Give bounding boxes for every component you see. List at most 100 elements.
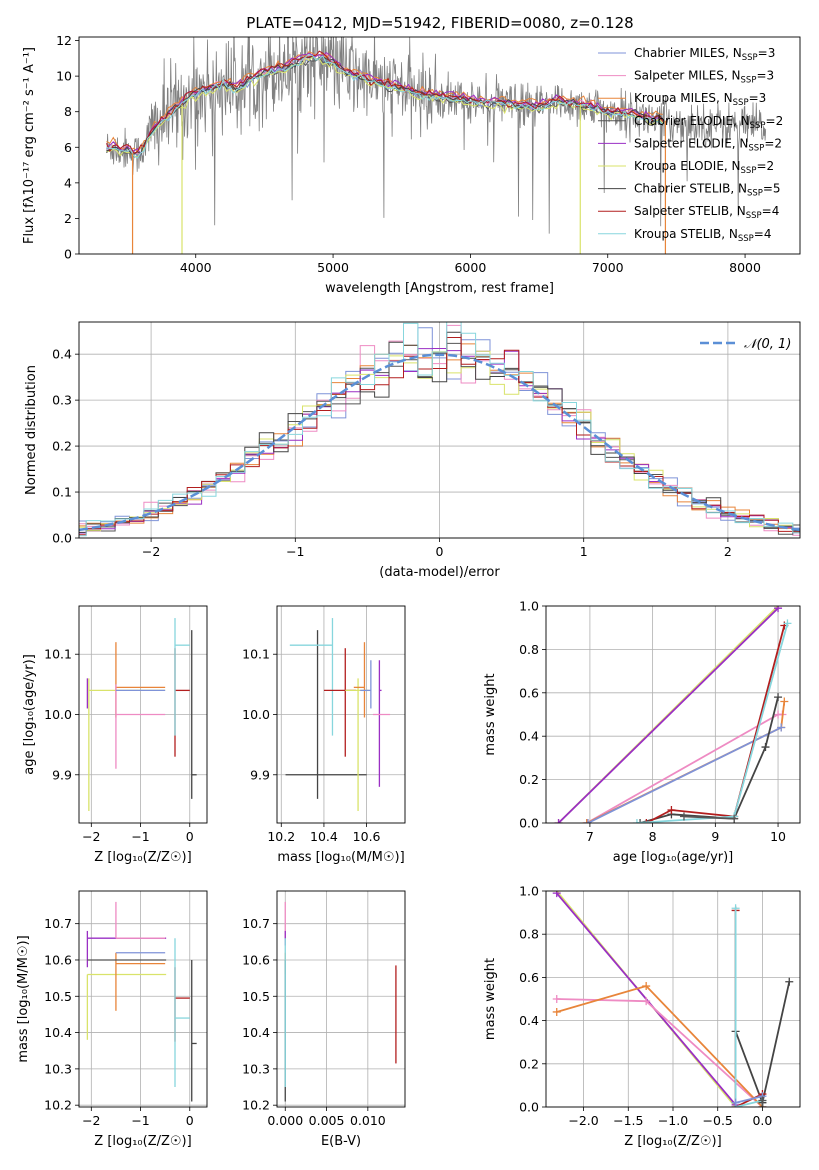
y-tick-label: 10.0 [44, 707, 72, 722]
weight-marker [679, 812, 688, 821]
y-tick-label: 10.5 [242, 989, 270, 1004]
legend-entry: 𝒩(0, 1) [744, 337, 791, 352]
weight_vs_age-series [554, 606, 792, 823]
x-tick-label: 0.005 [309, 1113, 345, 1128]
legend-suffix: =5 [763, 182, 781, 196]
weight-marker [642, 819, 651, 823]
data-point [289, 618, 334, 736]
weight_vs_age-frame [545, 605, 801, 824]
weight-marker [731, 1098, 740, 1107]
mass_vs_ebv-frame [276, 890, 406, 1108]
data-point [378, 660, 382, 787]
x-tick-label: 0 [186, 829, 194, 844]
weight-marker [783, 619, 792, 628]
y-tick-label: 0.2 [519, 1056, 539, 1071]
y-tick-label: 0 [64, 247, 72, 262]
legend-entry: Chabrier MILES, NSSP=3 [634, 46, 775, 63]
data-point [191, 630, 197, 799]
data-point [86, 973, 167, 1040]
y-tick-label: 0.2 [52, 439, 72, 454]
age_vs_z-frame [78, 605, 208, 824]
age_vs_z-ylabel: age [log₁₀(age/yr)] [22, 654, 37, 775]
x-tick-label: 7 [586, 829, 594, 844]
weight-marker [730, 814, 739, 823]
weight-line-chabrier_miles [735, 1095, 763, 1104]
y-tick-label: 1.0 [519, 884, 539, 899]
data-point [115, 952, 166, 1011]
x-tick-label: 0.0 [752, 1113, 772, 1128]
weight-marker [584, 819, 593, 823]
y-tick-label: 0.0 [52, 531, 72, 546]
x-tick-label: 9 [711, 829, 719, 844]
weight_vs_z-xlabel: Z [log₁₀(Z/Z☉)] [624, 1134, 721, 1149]
weight_vs_age-axes: 7 8 9 10 0.0 0.2 0.4 0.6 0.8 1.0 [519, 599, 800, 844]
x-tick-label: 8 [649, 829, 657, 844]
mass_vs_z-axes: −2 −1 0 10.2 10.3 10.4 10.5 10.6 10.7 [44, 891, 207, 1128]
legend-entry: Kroupa ELODIE, NSSP=2 [634, 159, 774, 176]
data-point [115, 901, 166, 939]
legend-sub: SSP [742, 53, 758, 63]
weight-marker [780, 697, 789, 706]
x-tick-label: −2.0 [568, 1113, 598, 1128]
y-tick-label: 0.0 [519, 1100, 539, 1115]
x-tick-label: −1.5 [613, 1113, 643, 1128]
y-tick-label: 0.6 [519, 970, 539, 985]
weight-marker [582, 819, 591, 823]
hist-kroupa_stelib [79, 322, 800, 537]
weight-marker [774, 606, 783, 613]
x-tick-label: 10.2 [267, 829, 295, 844]
legend-suffix: =2 [766, 114, 784, 128]
weight-marker [761, 743, 770, 752]
x-tick-label: 0 [436, 544, 444, 559]
legend-suffix: =3 [749, 91, 767, 105]
weight-line-salpeter_stelib [645, 625, 786, 823]
legend-entry: Salpeter MILES, NSSP=3 [634, 69, 774, 86]
plots-layer: 4000 5000 6000 7000 8000024681012wavelength … [16, 33, 801, 1149]
weight-marker [667, 805, 676, 814]
age_vs_mass-frame [276, 605, 406, 824]
legend-suffix: =2 [756, 159, 774, 173]
legend-suffix: =2 [764, 136, 782, 150]
spectrum-xlabel: wavelength [Angstrom, rest frame] [325, 281, 554, 296]
x-tick-label: 10.6 [353, 829, 381, 844]
y-tick-label: 2 [64, 211, 72, 226]
y-tick-label: 10.3 [44, 1061, 72, 1076]
weight-marker [636, 819, 645, 823]
y-tick-label: 0.0 [519, 816, 539, 831]
age_vs_mass-xlabel: mass [log₁₀(M/M☉)] [277, 850, 404, 865]
hist-chabrier_stelib [79, 331, 800, 533]
weight-line-chabrier_elodie [683, 815, 735, 820]
weight-marker [642, 997, 651, 1006]
spectrum-axes: 4000 5000 6000 7000 8000 0 2 4 6 8 10 12 [56, 33, 761, 275]
mass_vs_z-frame [78, 890, 208, 1108]
legend-sub: SSP [747, 189, 763, 199]
y-tick-label: 0.1 [52, 485, 72, 500]
age_vs_z-xlabel: Z [log₁₀(Z/Z☉)] [94, 850, 191, 865]
weight-marker [552, 891, 561, 898]
y-tick-label: 0.4 [519, 1013, 539, 1028]
x-tick-label: −1.0 [658, 1113, 688, 1128]
y-tick-label: 10.5 [44, 989, 72, 1004]
spectrum-series [106, 37, 767, 254]
hist-salpeter_stelib [79, 337, 800, 536]
x-tick-label: 4000 [180, 260, 212, 275]
data-point [285, 630, 367, 799]
legend-sub: SSP [750, 121, 766, 131]
data-point [360, 660, 372, 709]
x-tick-label: 0.000 [267, 1113, 303, 1128]
x-tick-label: 8000 [729, 260, 761, 275]
data-point [174, 618, 190, 736]
legend-sub: SSP [741, 166, 757, 176]
y-tick-label: 10.0 [242, 707, 270, 722]
mass_vs_z-points [86, 901, 197, 1102]
y-tick-label: 4 [64, 175, 72, 190]
legend-entry: Kroupa STELIB, NSSP=4 [634, 227, 772, 244]
residual-ylabel: Normed distribution [24, 365, 39, 495]
weight-marker [774, 693, 783, 702]
data-point [353, 642, 366, 718]
weight-marker [731, 904, 740, 913]
legend-sub: SSP [746, 211, 762, 221]
weight_vs_z-axes: −2.0 −1.5 −1.0 −0.5 0.0 0.0 0.2 0.4 0.6 0.8 1.0 [519, 884, 800, 1128]
y-tick-label: 0.8 [519, 642, 539, 657]
y-tick-label: 0.2 [519, 772, 539, 787]
